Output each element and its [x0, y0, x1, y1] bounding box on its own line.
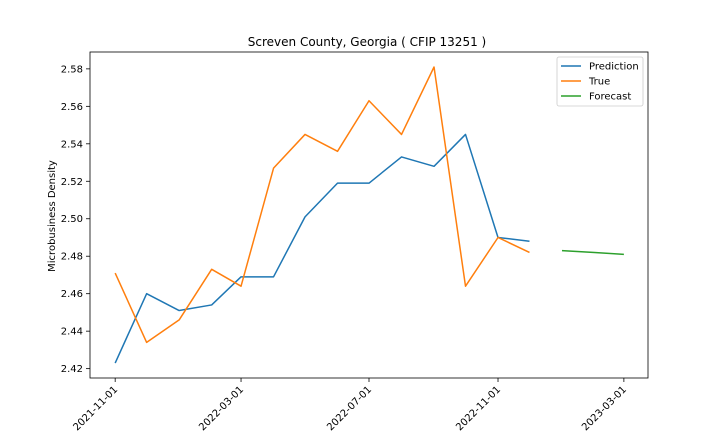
- legend-label-forecast: Forecast: [589, 92, 631, 103]
- y-tick-label: 2.48: [61, 252, 83, 263]
- legend-label-true: True: [588, 77, 610, 88]
- y-tick-label: 2.52: [61, 177, 83, 188]
- legend: Prediction True Forecast: [557, 57, 643, 106]
- y-tick-label: 2.56: [61, 102, 83, 113]
- y-tick-label: 2.44: [61, 327, 83, 338]
- y-tick-label: 2.50: [61, 214, 83, 225]
- y-tick-label: 2.46: [61, 289, 83, 300]
- y-tick-label: 2.42: [61, 364, 83, 375]
- y-tick-label: 2.54: [61, 139, 83, 150]
- legend-label-prediction: Prediction: [589, 62, 639, 73]
- y-tick-label: 2.58: [61, 64, 83, 75]
- chart-title: Screven County, Georgia ( CFIP 13251 ): [248, 35, 486, 49]
- y-axis-label: Microbusiness Density: [47, 160, 58, 272]
